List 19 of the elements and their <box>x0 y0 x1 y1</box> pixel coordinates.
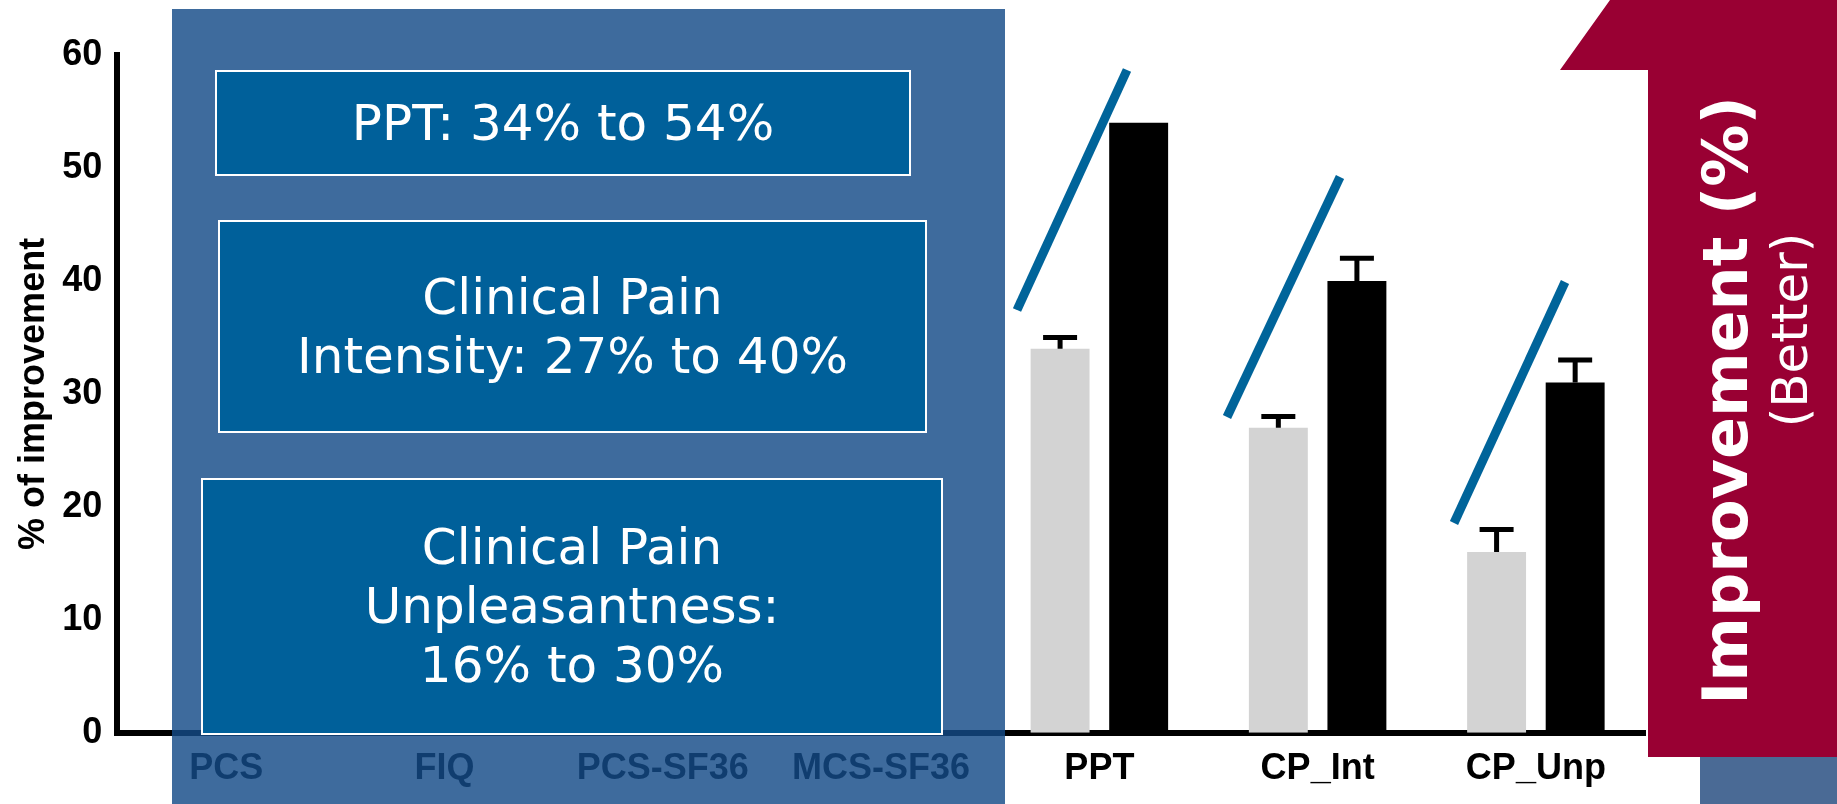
text-box: PPT: 34% to 54% <box>215 70 911 176</box>
text-box: Clinical Pain Intensity: 27% to 40% <box>218 220 927 433</box>
x-tick-label: CP_Int <box>1260 746 1375 788</box>
y-tick-label: 50 <box>62 144 103 186</box>
bar <box>1467 552 1527 733</box>
bar <box>1248 427 1308 733</box>
bar <box>1030 348 1090 733</box>
y-tick-label: 10 <box>62 596 103 638</box>
text: Improvement (%) <box>1688 95 1762 705</box>
text-box: Clinical Pain Unpleasantness: 16% to 30% <box>201 478 943 735</box>
y-tick-label: 20 <box>62 483 103 525</box>
y-tick-label: 60 <box>62 31 103 73</box>
x-tick-label: PPT <box>1064 746 1135 788</box>
x-tick-label: CP_Unp <box>1465 746 1606 788</box>
text: (Better) <box>1760 232 1819 428</box>
y-tick-label: 40 <box>62 257 103 299</box>
y-axis-title: % of improvement <box>10 237 52 550</box>
y-tick-label: 30 <box>62 370 103 412</box>
y-tick-label: 0 <box>82 709 103 751</box>
